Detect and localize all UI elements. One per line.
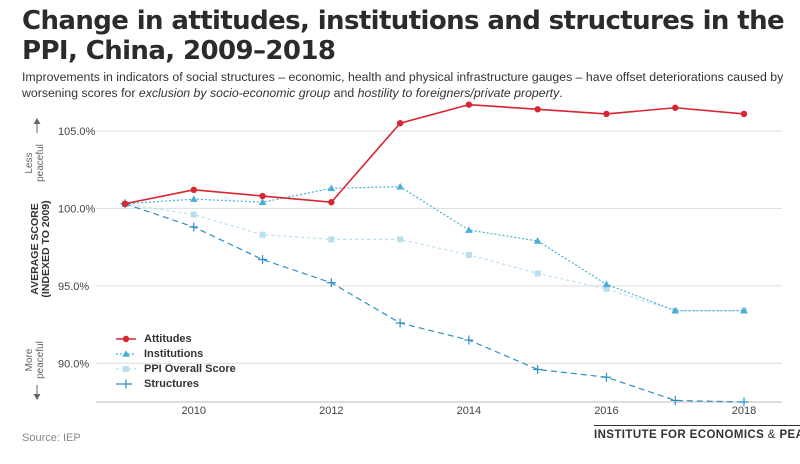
data-point-institutions xyxy=(740,306,748,314)
data-point-overall xyxy=(603,285,610,292)
legend-swatch-attitudes xyxy=(116,335,136,342)
series-line-overall xyxy=(124,203,744,312)
data-point-attitudes xyxy=(259,192,266,200)
data-point-overall xyxy=(328,236,335,243)
legend-item-structures: Structures xyxy=(116,376,236,391)
data-point-overall xyxy=(259,231,266,238)
subtitle-emphasis-2: hostility to foreigners/private property xyxy=(357,86,560,100)
series-attitudes xyxy=(121,101,748,207)
axes: 90.0% 95.0% 100.0% 105.0% 2010 2012 2014 2016 20… xyxy=(58,126,782,417)
less-peaceful-label-1: Less xyxy=(24,152,35,173)
data-point-overall xyxy=(190,211,197,218)
y-tick-label: 95.0% xyxy=(58,281,89,293)
y-tick-label: 100.0% xyxy=(58,203,96,215)
data-point-structures xyxy=(739,397,749,407)
legend-label-institutions: Institutions xyxy=(144,347,204,360)
series-institutions xyxy=(121,182,748,314)
legend-label-attitudes: Attitudes xyxy=(144,332,192,345)
subtitle-emphasis-1: exclusion by socio-economic group xyxy=(138,86,331,100)
series-overall xyxy=(122,200,747,314)
brand-amp: & xyxy=(764,429,780,441)
series-line-structures xyxy=(124,203,745,403)
series-line-institutions xyxy=(124,186,744,312)
legend-label-overall: PPI Overall Score xyxy=(144,362,236,375)
brand-end: PEACE xyxy=(779,429,800,441)
x-tick-label: 2010 xyxy=(182,405,206,417)
data-point-structures xyxy=(258,255,268,265)
x-tick-label: 2018 xyxy=(732,405,756,417)
legend-swatch-institutions xyxy=(116,349,136,357)
data-point-attitudes xyxy=(465,101,473,108)
data-point-structures xyxy=(326,278,336,288)
chart-subtitle: Improvements in indicators of social str… xyxy=(22,69,797,101)
brand-logo: INSTITUTE FOR ECONOMICS & PEACE xyxy=(594,425,800,441)
legend-item-overall: PPI Overall Score xyxy=(116,361,236,376)
data-point-structures xyxy=(395,318,405,328)
more-peaceful-label-1: More xyxy=(24,348,35,371)
chart-legend: Attitudes Institutions PPI Overall Score… xyxy=(116,331,236,391)
series-line-attitudes xyxy=(124,103,745,205)
less-peaceful-label-2: peaceful xyxy=(35,144,46,182)
data-point-attitudes xyxy=(121,200,129,207)
subtitle-text-1: Improvements in indicators of social str… xyxy=(22,70,784,100)
gridlines xyxy=(96,130,782,364)
data-point-institutions xyxy=(327,184,336,192)
data-point-structures xyxy=(189,222,199,232)
data-point-structures xyxy=(533,364,543,374)
data-point-institutions xyxy=(465,226,473,233)
data-point-overall xyxy=(397,236,404,243)
chart-title: Change in attitudes, institutions and st… xyxy=(22,6,785,66)
data-point-institutions xyxy=(258,198,267,206)
brand-main: INSTITUTE FOR ECONOMICS xyxy=(594,429,765,441)
data-point-attitudes xyxy=(534,106,541,113)
y-tick-label: 90.0% xyxy=(58,358,89,370)
data-point-institutions xyxy=(533,237,542,244)
data-point-attitudes xyxy=(672,104,679,111)
side-annotations: Less peaceful AVERAGE SCORE (INDEXED TO … xyxy=(24,118,52,400)
more-peaceful-arrow xyxy=(33,385,41,400)
data-point-overall xyxy=(534,270,541,277)
data-point-attitudes xyxy=(396,120,404,127)
data-point-structures xyxy=(601,372,611,382)
less-peaceful-arrow xyxy=(33,118,41,133)
data-point-structures xyxy=(464,335,474,345)
source-note: Source: IEP xyxy=(22,432,81,444)
data-point-attitudes xyxy=(740,110,748,118)
data-point-overall xyxy=(465,251,472,258)
subtitle-text-3: . xyxy=(559,86,563,100)
more-peaceful-label-2: peaceful xyxy=(35,341,46,379)
data-point-structures xyxy=(670,395,680,405)
ylabel-line-2: (INDEXED TO 2009) xyxy=(40,200,52,297)
x-tick-label: 2016 xyxy=(594,405,618,417)
legend-swatch-structures xyxy=(116,379,136,388)
subtitle-text-2: and xyxy=(330,86,358,100)
legend-item-attitudes: Attitudes xyxy=(116,331,236,346)
data-point-attitudes xyxy=(190,186,197,194)
ylabel-line-1: AVERAGE SCORE xyxy=(29,203,41,294)
data-point-institutions xyxy=(602,280,611,288)
legend-swatch-overall xyxy=(116,365,136,372)
legend-item-institutions: Institutions xyxy=(116,346,236,361)
legend-label-structures: Structures xyxy=(144,377,200,390)
data-point-institutions xyxy=(396,182,404,190)
y-tick-label: 105.0% xyxy=(58,126,96,138)
series-lines xyxy=(120,101,749,407)
x-tick-label: 2014 xyxy=(457,405,481,417)
data-point-institutions xyxy=(189,195,198,202)
x-tick-label: 2012 xyxy=(319,405,343,417)
data-point-institutions xyxy=(671,306,680,314)
data-point-attitudes xyxy=(603,110,610,118)
data-point-attitudes xyxy=(328,199,335,206)
